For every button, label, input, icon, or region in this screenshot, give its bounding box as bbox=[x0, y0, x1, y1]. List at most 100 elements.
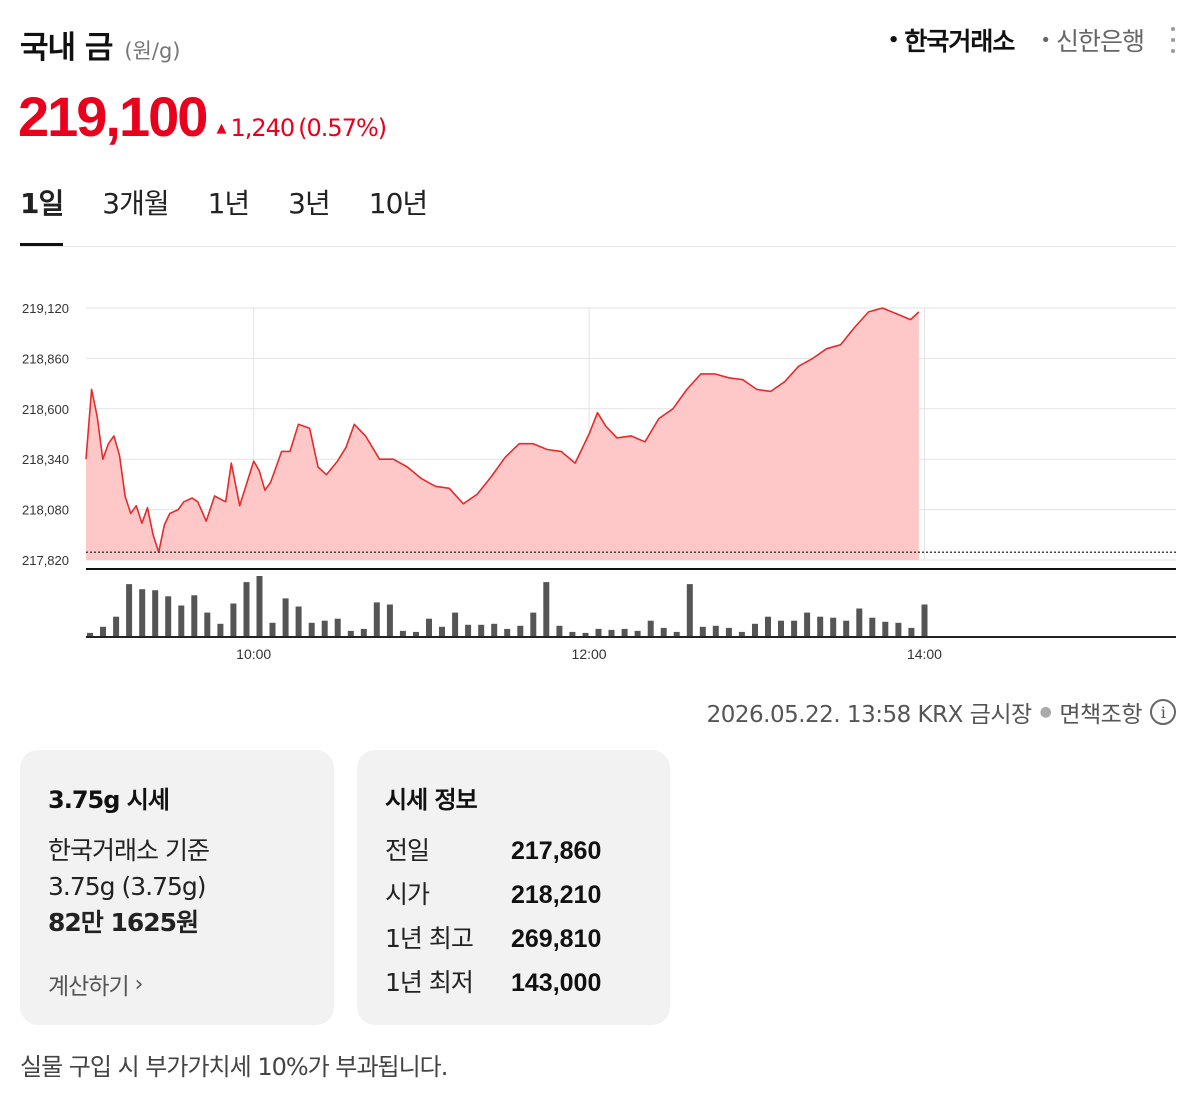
info-value-prev: 217,860 bbox=[511, 837, 602, 865]
source-krx-label: 한국거래소 bbox=[904, 27, 1015, 56]
info-circle-icon[interactable]: i bbox=[1150, 699, 1176, 725]
volume-bar bbox=[660, 627, 667, 636]
volume-bar bbox=[921, 604, 928, 636]
x-tick-label: 10:00 bbox=[236, 646, 271, 662]
volume-bar bbox=[843, 620, 850, 636]
price-chart[interactable]: 219,120 218,860 218,600 218,340 218,080 217,8… bbox=[0, 288, 1200, 668]
quote-price: 82만 1625원 bbox=[48, 908, 199, 937]
volume-bar bbox=[491, 623, 498, 636]
bullet-icon: • bbox=[1040, 29, 1051, 51]
volume-bar bbox=[752, 623, 758, 636]
volume-bar bbox=[295, 606, 302, 636]
change-percent: (0.57%) bbox=[298, 114, 387, 142]
quote-card-title: 3.75g 시세 bbox=[48, 786, 170, 814]
volume-bar bbox=[699, 626, 706, 636]
volume-bar bbox=[243, 582, 250, 636]
volume-bar bbox=[673, 631, 680, 636]
volume-bar bbox=[895, 622, 902, 636]
volume-bar bbox=[608, 629, 615, 636]
volume-bar bbox=[426, 618, 432, 636]
chart-footnote: 2026.05.22. 13:58 KRX 금시장 ● 면책조항 i bbox=[707, 695, 1176, 729]
price-info-title: 시세 정보 bbox=[385, 786, 478, 814]
volume-bar bbox=[165, 596, 172, 636]
change-amount: 1,240 bbox=[230, 114, 295, 142]
current-price: 219,100 bbox=[18, 85, 208, 148]
info-value-1y-low: 143,000 bbox=[511, 969, 602, 997]
volume-bar bbox=[621, 628, 628, 636]
source-shinhan[interactable]: • 신한은행 bbox=[1040, 22, 1145, 58]
price-area bbox=[86, 308, 919, 560]
quote-weight: 3.75g (3.75g) bbox=[48, 872, 207, 901]
chevron-right-icon: › bbox=[134, 971, 144, 997]
info-label-open: 시가 bbox=[385, 880, 430, 909]
separator-dot: ● bbox=[1039, 704, 1052, 720]
source-krx[interactable]: • 한국거래소 bbox=[888, 22, 1016, 58]
volume-bar bbox=[712, 625, 719, 636]
chart-timestamp: 2026.05.22. 13:58 KRX 금시장 bbox=[706, 702, 1033, 728]
tab-1day[interactable]: 1일 bbox=[20, 182, 64, 246]
x-tick-label: 12:00 bbox=[572, 646, 607, 662]
volume-bar bbox=[647, 620, 654, 636]
disclaimer-link[interactable]: 면책조항 bbox=[1059, 702, 1142, 728]
volume-bar bbox=[882, 621, 889, 636]
volume-bar bbox=[139, 589, 146, 636]
tabs-divider bbox=[20, 246, 1176, 247]
tab-3month[interactable]: 3개월 bbox=[102, 187, 169, 220]
volume-bar bbox=[634, 630, 641, 636]
source-shinhan-label: 신한은행 bbox=[1055, 27, 1145, 56]
up-triangle-icon: ▲ bbox=[216, 121, 226, 136]
volume-bar bbox=[152, 590, 159, 636]
more-options-icon[interactable] bbox=[1170, 27, 1176, 53]
tab-1year[interactable]: 1년 bbox=[207, 187, 251, 220]
info-label-prev: 전일 bbox=[385, 836, 430, 865]
tab-10year[interactable]: 10년 bbox=[368, 187, 428, 220]
tab-3year[interactable]: 3년 bbox=[288, 187, 331, 220]
y-tick-label: 217,820 bbox=[22, 553, 69, 568]
volume-bar bbox=[386, 604, 393, 636]
volume-bar bbox=[725, 627, 732, 636]
volume-bar bbox=[738, 631, 745, 636]
volume-bar bbox=[478, 624, 485, 636]
x-tick-label: 14:00 bbox=[907, 646, 942, 662]
quote-card: 3.75g 시세 한국거래소 기준 3.75g (3.75g) 82만 1625… bbox=[20, 750, 334, 1025]
price-row: 219,100 ▲ 1,240 (0.57%) bbox=[18, 84, 387, 149]
volume-bar bbox=[191, 595, 198, 636]
volume-bar bbox=[178, 605, 185, 636]
volume-bar bbox=[778, 620, 784, 636]
unit-label: (원/g) bbox=[124, 39, 181, 63]
volume-bar bbox=[217, 623, 224, 636]
y-tick-label: 218,860 bbox=[22, 351, 69, 366]
volume-bar bbox=[282, 598, 289, 636]
volume-bar bbox=[595, 628, 602, 636]
volume-bar bbox=[126, 584, 133, 636]
volume-bar bbox=[765, 616, 771, 636]
volume-bar bbox=[543, 582, 550, 636]
volume-bar bbox=[321, 620, 328, 636]
calculate-button[interactable]: 계산하기 › bbox=[48, 967, 306, 1001]
volume-bar bbox=[360, 628, 367, 636]
quote-basis: 한국거래소 기준 bbox=[48, 836, 210, 865]
price-info-card: 시세 정보 전일 217,860 시가 218,210 1년 최고 269,81… bbox=[357, 750, 670, 1025]
price-info-table: 전일 217,860 시가 218,210 1년 최고 269,810 1년 최… bbox=[385, 833, 642, 1001]
volume-bar bbox=[791, 620, 798, 636]
volume-bar bbox=[817, 616, 824, 636]
period-tabs: 1일 3개월 1년 3년 10년 bbox=[20, 182, 466, 246]
volume-bar bbox=[908, 627, 915, 636]
volume-bar bbox=[452, 612, 459, 636]
volume-bar bbox=[582, 632, 589, 636]
volume-bar bbox=[517, 625, 524, 636]
y-tick-label: 218,080 bbox=[22, 503, 69, 518]
y-tick-label: 218,600 bbox=[22, 402, 69, 417]
volume-bar bbox=[399, 630, 406, 636]
y-tick-label: 219,120 bbox=[22, 301, 69, 316]
vat-note: 실물 구입 시 부가가치세 10%가 부과됩니다. bbox=[20, 1053, 448, 1081]
y-tick-label: 218,340 bbox=[22, 452, 69, 467]
volume-bar bbox=[413, 631, 419, 636]
volume-bar bbox=[113, 616, 120, 636]
volume-bar bbox=[87, 632, 93, 636]
volume-bar bbox=[569, 631, 576, 636]
volume-bar bbox=[308, 622, 315, 636]
volume-bar bbox=[556, 625, 563, 636]
volume-bar bbox=[804, 612, 811, 636]
page-title: 국내 금 bbox=[20, 30, 113, 66]
